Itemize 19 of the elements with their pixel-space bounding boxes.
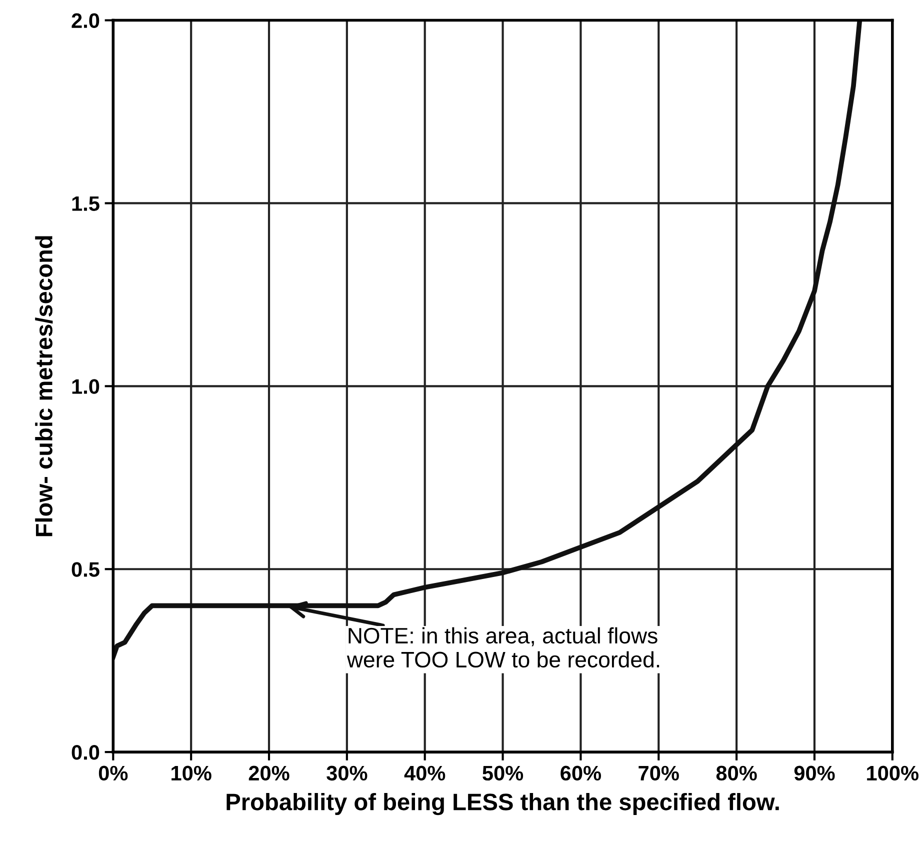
y-tick-label: 1.0 <box>72 379 100 394</box>
y-tick-label: 1.5 <box>72 196 100 211</box>
x-tick-label: 0% <box>98 766 128 781</box>
y-tick-label: 2.0 <box>72 13 100 28</box>
x-tick-label: 60% <box>560 766 602 781</box>
y-axis-title: Flow- cubic metres/second <box>35 236 53 536</box>
y-tick-label: 0.0 <box>72 745 100 760</box>
x-tick-label: 50% <box>482 766 524 781</box>
annotation: NOTE: in this area, actual flows were TOO LOW to be recorded. <box>346 627 660 668</box>
x-axis-title: Probability of being LESS than the specified flow. <box>226 793 779 816</box>
x-tick-label: 30% <box>326 766 368 781</box>
x-tick-label: 10% <box>172 766 212 781</box>
x-tick-label: 90% <box>794 766 835 781</box>
x-tick-label: 70% <box>638 766 679 781</box>
x-tick-label: 100% <box>867 766 918 781</box>
x-tick-label: 80% <box>716 766 757 781</box>
y-tick-label: 0.5 <box>72 562 100 577</box>
x-tick-label: 20% <box>248 766 290 781</box>
x-tick-label: 40% <box>404 766 446 781</box>
